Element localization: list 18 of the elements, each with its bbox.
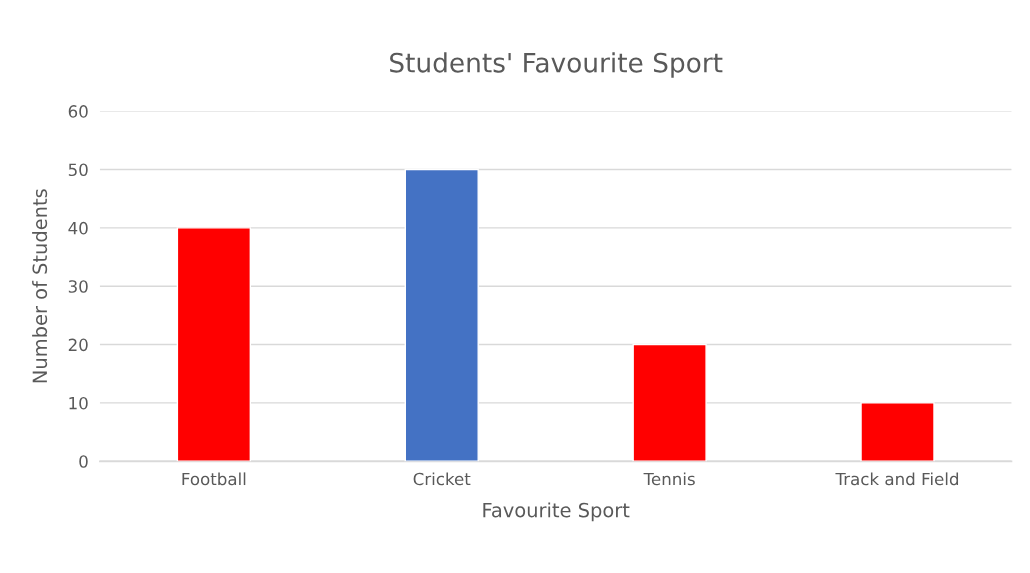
x-axis-title: Favourite Sport xyxy=(483,502,630,522)
y-tick-label: 10 xyxy=(69,396,88,410)
y-tick-label: 20 xyxy=(68,338,88,352)
x-tick-label: Football xyxy=(182,472,246,486)
bar xyxy=(176,227,252,462)
chart-title: Students' Favourite Sport xyxy=(390,52,723,78)
x-tick-label: Track and Field xyxy=(835,472,959,486)
y-tick-label: 40 xyxy=(68,221,88,235)
bar xyxy=(404,168,479,462)
x-tick-label: Cricket xyxy=(413,472,471,486)
y-tick-label: 50 xyxy=(68,163,88,177)
y-tick-label: 60 xyxy=(68,105,88,118)
bar xyxy=(860,402,935,462)
x-tick-label: Tennis xyxy=(643,472,695,486)
y-tick-label: 0 xyxy=(79,455,88,468)
y-tick-label: 30 xyxy=(68,280,88,293)
bar xyxy=(632,343,707,462)
y-axis-title: Number of Students xyxy=(32,189,48,383)
